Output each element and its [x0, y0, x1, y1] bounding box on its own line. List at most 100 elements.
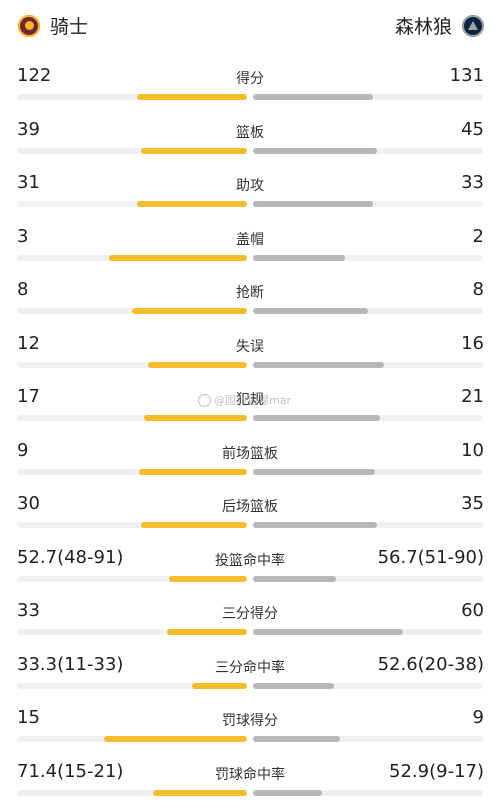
stat-label: 助攻	[150, 175, 350, 195]
away-bar-track	[253, 790, 483, 796]
away-bar	[253, 201, 373, 207]
home-team-name: 骑士	[50, 12, 88, 39]
away-bar	[253, 415, 380, 421]
home-bar-track	[17, 362, 247, 368]
home-stat-value: 8	[17, 279, 28, 300]
home-bar	[137, 201, 247, 207]
home-bar-track	[17, 469, 247, 475]
home-bar	[153, 790, 247, 796]
weibo-icon	[198, 394, 211, 407]
stat-label: 篮板	[150, 122, 350, 142]
away-team-name: 森林狼	[395, 12, 452, 39]
home-stat-value: 122	[17, 65, 51, 86]
home-bar	[104, 736, 247, 742]
away-bar-track	[253, 362, 483, 368]
away-stat-value: 10	[461, 440, 484, 461]
away-bar	[253, 522, 377, 528]
stat-label: 盖帽	[150, 229, 350, 249]
stat-row: 71.4(15-21) 罚球命中率 52.9(9-17)	[0, 759, 500, 812]
cavaliers-logo-icon	[18, 15, 40, 37]
timberwolves-logo-icon	[462, 15, 484, 37]
stat-row: 33 三分得分 60	[0, 598, 500, 652]
stat-label: 三分命中率	[150, 657, 350, 677]
away-bar	[253, 629, 403, 635]
home-stat-value: 17	[17, 386, 40, 407]
away-bar	[253, 362, 384, 368]
home-stat-value: 33	[17, 600, 40, 621]
away-bar	[253, 736, 340, 742]
home-bar-track	[17, 201, 247, 207]
home-bar	[109, 255, 247, 261]
away-bar	[253, 255, 345, 261]
home-stat-value: 39	[17, 119, 40, 140]
away-bar-track	[253, 94, 483, 100]
home-bar-track	[17, 148, 247, 154]
away-bar	[253, 576, 336, 582]
away-bar-track	[253, 255, 483, 261]
home-bar-track	[17, 576, 247, 582]
stat-label: 三分得分	[150, 603, 350, 623]
away-bar	[253, 469, 375, 475]
home-stat-value: 33.3(11-33)	[17, 654, 123, 675]
stat-row: 33.3(11-33) 三分命中率 52.6(20-38)	[0, 652, 500, 706]
away-bar	[253, 94, 373, 100]
stat-label: 投篮命中率	[150, 550, 350, 570]
away-stat-value: 35	[461, 493, 484, 514]
watermark-text: @国羽猩猩mar	[214, 392, 291, 408]
home-bar-track	[17, 736, 247, 742]
away-stat-value: 9	[473, 707, 484, 728]
stat-row: 3 盖帽 2	[0, 224, 500, 278]
home-bar	[137, 94, 247, 100]
home-stat-value: 30	[17, 493, 40, 514]
away-bar	[253, 790, 322, 796]
home-team[interactable]: 骑士	[18, 12, 88, 39]
home-stat-value: 3	[17, 226, 28, 247]
away-stat-value: 131	[450, 65, 484, 86]
away-bar-track	[253, 576, 483, 582]
stat-label: 得分	[150, 68, 350, 88]
away-bar	[253, 308, 368, 314]
home-bar-track	[17, 629, 247, 635]
home-stat-value: 71.4(15-21)	[17, 761, 123, 782]
away-stat-value: 16	[461, 333, 484, 354]
home-bar	[148, 362, 247, 368]
home-bar	[139, 469, 247, 475]
home-stat-value: 15	[17, 707, 40, 728]
home-bar-track	[17, 790, 247, 796]
home-stat-value: 31	[17, 172, 40, 193]
away-bar-track	[253, 522, 483, 528]
away-stat-value: 52.6(20-38)	[378, 654, 484, 675]
away-stat-value: 52.9(9-17)	[389, 761, 484, 782]
away-stat-value: 45	[461, 119, 484, 140]
away-stat-value: 21	[461, 386, 484, 407]
away-bar-track	[253, 201, 483, 207]
stat-row: 122 得分 131	[0, 63, 500, 117]
home-bar-track	[17, 522, 247, 528]
away-bar	[253, 148, 377, 154]
away-stat-value: 60	[461, 600, 484, 621]
stat-label: 罚球命中率	[150, 764, 350, 784]
home-bar	[144, 415, 248, 421]
home-bar-track	[17, 415, 247, 421]
away-bar-track	[253, 469, 483, 475]
watermark: @国羽猩猩mar	[198, 392, 291, 408]
home-bar	[169, 576, 247, 582]
home-stat-value: 52.7(48-91)	[17, 547, 123, 568]
away-stat-value: 2	[473, 226, 484, 247]
away-team[interactable]: 森林狼	[395, 12, 484, 39]
home-bar	[192, 683, 247, 689]
away-bar	[253, 683, 334, 689]
team-header: 骑士 森林狼	[0, 0, 500, 52]
away-bar-track	[253, 736, 483, 742]
home-bar	[141, 148, 247, 154]
away-bar-track	[253, 148, 483, 154]
home-bar-track	[17, 255, 247, 261]
away-bar-track	[253, 415, 483, 421]
